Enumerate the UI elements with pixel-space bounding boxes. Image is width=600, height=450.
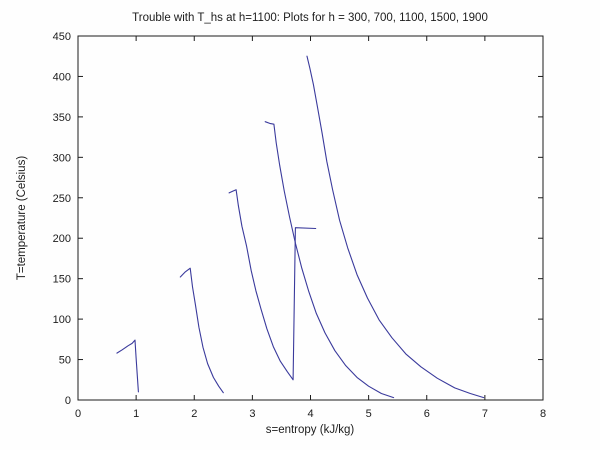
x-tick-label: 7 [482, 408, 488, 420]
curve-h-300 [116, 339, 139, 393]
curve-h-1500 [264, 121, 395, 399]
x-axis-label: s=entropy (kJ/kg) [266, 424, 355, 436]
y-tick-label: 100 [53, 314, 71, 326]
x-tick-label: 3 [249, 408, 255, 420]
x-tick-label: 8 [540, 408, 546, 420]
x-tick-label: 1 [133, 408, 139, 420]
x-tick-label: 4 [307, 408, 313, 420]
plot-area: 0 1 2 3 4 5 6 7 8 0 50 100 150 200 250 300 350 400 450 [53, 31, 546, 420]
y-axis-label: T=temperature (Celsius) [16, 156, 28, 280]
x-tick-label: 5 [366, 408, 372, 420]
curve-h-1100 [228, 189, 317, 381]
y-tick-label: 450 [53, 31, 71, 43]
curve-h-1900 [306, 55, 485, 399]
curve-h-700 [179, 267, 224, 394]
y-tick-label: 0 [65, 395, 71, 407]
y-tick-label: 350 [53, 112, 71, 124]
y-tick-label: 250 [53, 193, 71, 205]
y-tick-label: 200 [53, 233, 71, 245]
y-tick-label: 50 [59, 355, 71, 367]
y-tick-label: 300 [53, 152, 71, 164]
x-tick-label: 6 [424, 408, 430, 420]
x-tick-label: 2 [191, 408, 197, 420]
chart-title: Trouble with T_hs at h=1100: Plots for h… [132, 12, 488, 24]
x-tick-label: 0 [75, 408, 81, 420]
y-tick-label: 150 [53, 274, 71, 286]
y-tick-label: 400 [53, 71, 71, 83]
axes-box [77, 35, 544, 401]
